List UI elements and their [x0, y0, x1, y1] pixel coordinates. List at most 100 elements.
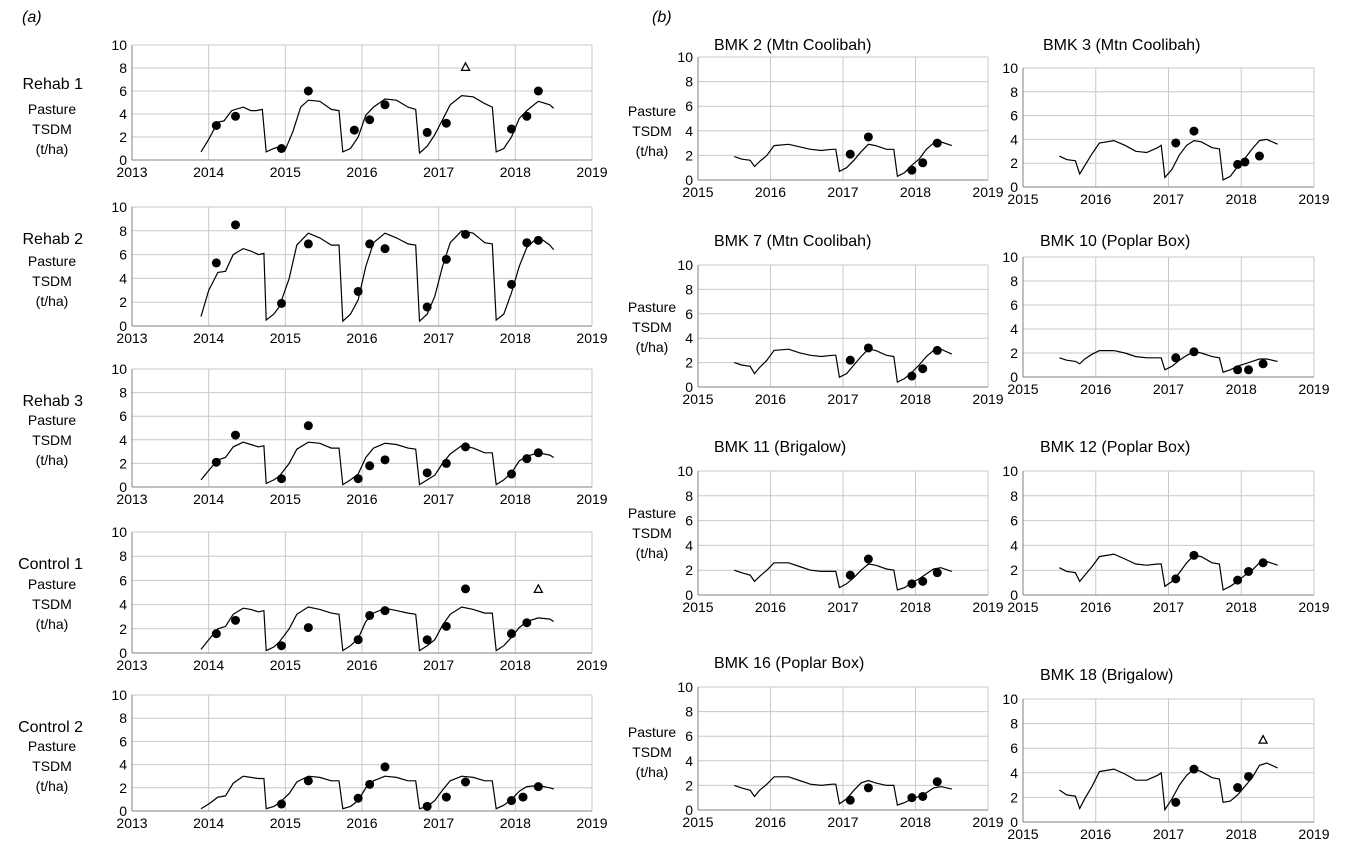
data-point [1171, 797, 1181, 807]
chart-10: BMK 11 (Brigalow) Pasture TSDM (t/ha) 0 2 4 6 8 1… [628, 439, 1004, 615]
y-tick-label: 2 [685, 147, 693, 163]
chart-2: Rehab 2 Pasture TSDM (t/ha) 0 2 4 6 8 10 2013 2014 2… [23, 199, 608, 346]
triangle-point [460, 61, 471, 71]
x-tick-label: 2019 [1298, 826, 1329, 842]
data-point [461, 777, 470, 787]
y-tick-label: 0 [119, 152, 127, 168]
data-point [231, 430, 240, 440]
data-point [533, 448, 543, 458]
y-tick-label: 4 [1010, 131, 1018, 147]
y-axis-label: Pasture [28, 101, 76, 117]
y-tick-label: 10 [111, 687, 127, 703]
data-point [422, 468, 432, 478]
x-tick-label: 2017 [423, 657, 454, 673]
y-tick-label: 8 [1010, 488, 1018, 504]
y-tick-label: 6 [119, 247, 127, 263]
chart-13: BMK 18 (Brigalow) 0 2 4 6 8 10 2015 2016 2017 2018… [1002, 667, 1329, 842]
chart-title: BMK 2 (Mtn Coolibah) [714, 37, 871, 54]
data-point [303, 86, 313, 96]
series-line [734, 348, 953, 384]
x-tick-label: 2015 [270, 815, 301, 831]
data-point [507, 124, 516, 134]
y-tick-label: 6 [685, 728, 693, 744]
data-point [932, 568, 942, 578]
data-point [1189, 764, 1199, 774]
y-tick-label: 2 [119, 129, 127, 145]
chart-title: BMK 16 (Poplar Box) [714, 655, 864, 672]
data-point [533, 235, 543, 245]
x-tick-label: 2016 [1080, 381, 1111, 397]
x-tick-label: 2018 [900, 599, 931, 615]
chart-title: Rehab 2 [23, 231, 84, 248]
x-tick-label: 2018 [500, 491, 531, 507]
data-point [211, 121, 221, 130]
x-tick-label: 2019 [576, 330, 607, 346]
x-tick-label: 2018 [500, 657, 531, 673]
y-tick-label: 6 [685, 98, 693, 114]
data-point [522, 454, 532, 464]
x-tick-label: 2016 [346, 815, 377, 831]
y-tick-label: 2 [1010, 345, 1018, 361]
x-tick-label: 2016 [755, 599, 786, 615]
data-point [863, 554, 873, 564]
x-tick-label: 2016 [755, 184, 786, 200]
x-tick-label: 2017 [423, 164, 454, 180]
data-point [380, 606, 390, 616]
data-point [422, 127, 432, 137]
data-point [422, 302, 432, 312]
y-tick-label: 10 [111, 199, 127, 215]
series-line [200, 94, 555, 155]
y-tick-label: 4 [119, 270, 127, 286]
x-tick-label: 2015 [682, 599, 713, 615]
data-point [1240, 157, 1250, 167]
x-tick-label: 2016 [1080, 826, 1111, 842]
y-axis-label: TSDM [632, 123, 672, 139]
x-tick-label: 2016 [1080, 599, 1111, 615]
series-line [200, 230, 555, 323]
data-point [380, 455, 390, 465]
x-tick-label: 2019 [576, 657, 607, 673]
x-tick-label: 2017 [423, 491, 454, 507]
data-point [1189, 347, 1199, 357]
y-tick-label: 6 [119, 733, 127, 749]
series-line [1059, 762, 1278, 812]
y-tick-label: 10 [677, 679, 693, 695]
data-point [211, 258, 221, 268]
y-tick-label: 2 [119, 621, 127, 637]
data-point [353, 286, 363, 296]
x-tick-label: 2015 [1007, 191, 1038, 207]
x-tick-label: 2019 [1298, 191, 1329, 207]
y-tick-label: 6 [119, 83, 127, 99]
y-tick-label: 6 [1010, 108, 1018, 124]
data-point [353, 635, 363, 645]
x-tick-label: 2015 [1007, 381, 1038, 397]
x-tick-label: 2014 [193, 815, 224, 831]
x-tick-label: 2015 [682, 391, 713, 407]
chart-4: Control 1 Pasture TSDM (t/ha) 0 2 4 6 8 10 2013 201… [18, 524, 608, 673]
y-tick-label: 10 [1002, 463, 1018, 479]
data-point [932, 345, 942, 355]
data-point [907, 793, 917, 803]
series-line [200, 775, 554, 810]
x-tick-label: 2019 [972, 184, 1003, 200]
chart-title: BMK 3 (Mtn Coolibah) [1043, 37, 1200, 54]
series-line [1059, 350, 1278, 373]
x-tick-label: 2018 [900, 184, 931, 200]
x-tick-label: 2013 [116, 815, 147, 831]
x-tick-label: 2018 [1226, 599, 1257, 615]
y-tick-label: 2 [119, 455, 127, 471]
data-point [932, 777, 942, 787]
data-point [1171, 138, 1181, 148]
y-tick-label: 6 [1010, 740, 1018, 756]
x-tick-label: 2016 [346, 330, 377, 346]
y-tick-label: 8 [685, 704, 693, 720]
data-point [349, 125, 359, 135]
x-tick-label: 2015 [270, 164, 301, 180]
y-tick-label: 2 [1010, 562, 1018, 578]
y-axis-label: TSDM [632, 319, 672, 335]
y-axis-label: (t/ha) [636, 764, 669, 780]
x-tick-label: 2015 [270, 330, 301, 346]
data-point [522, 238, 532, 248]
data-point [918, 576, 928, 586]
x-tick-label: 2017 [827, 599, 858, 615]
